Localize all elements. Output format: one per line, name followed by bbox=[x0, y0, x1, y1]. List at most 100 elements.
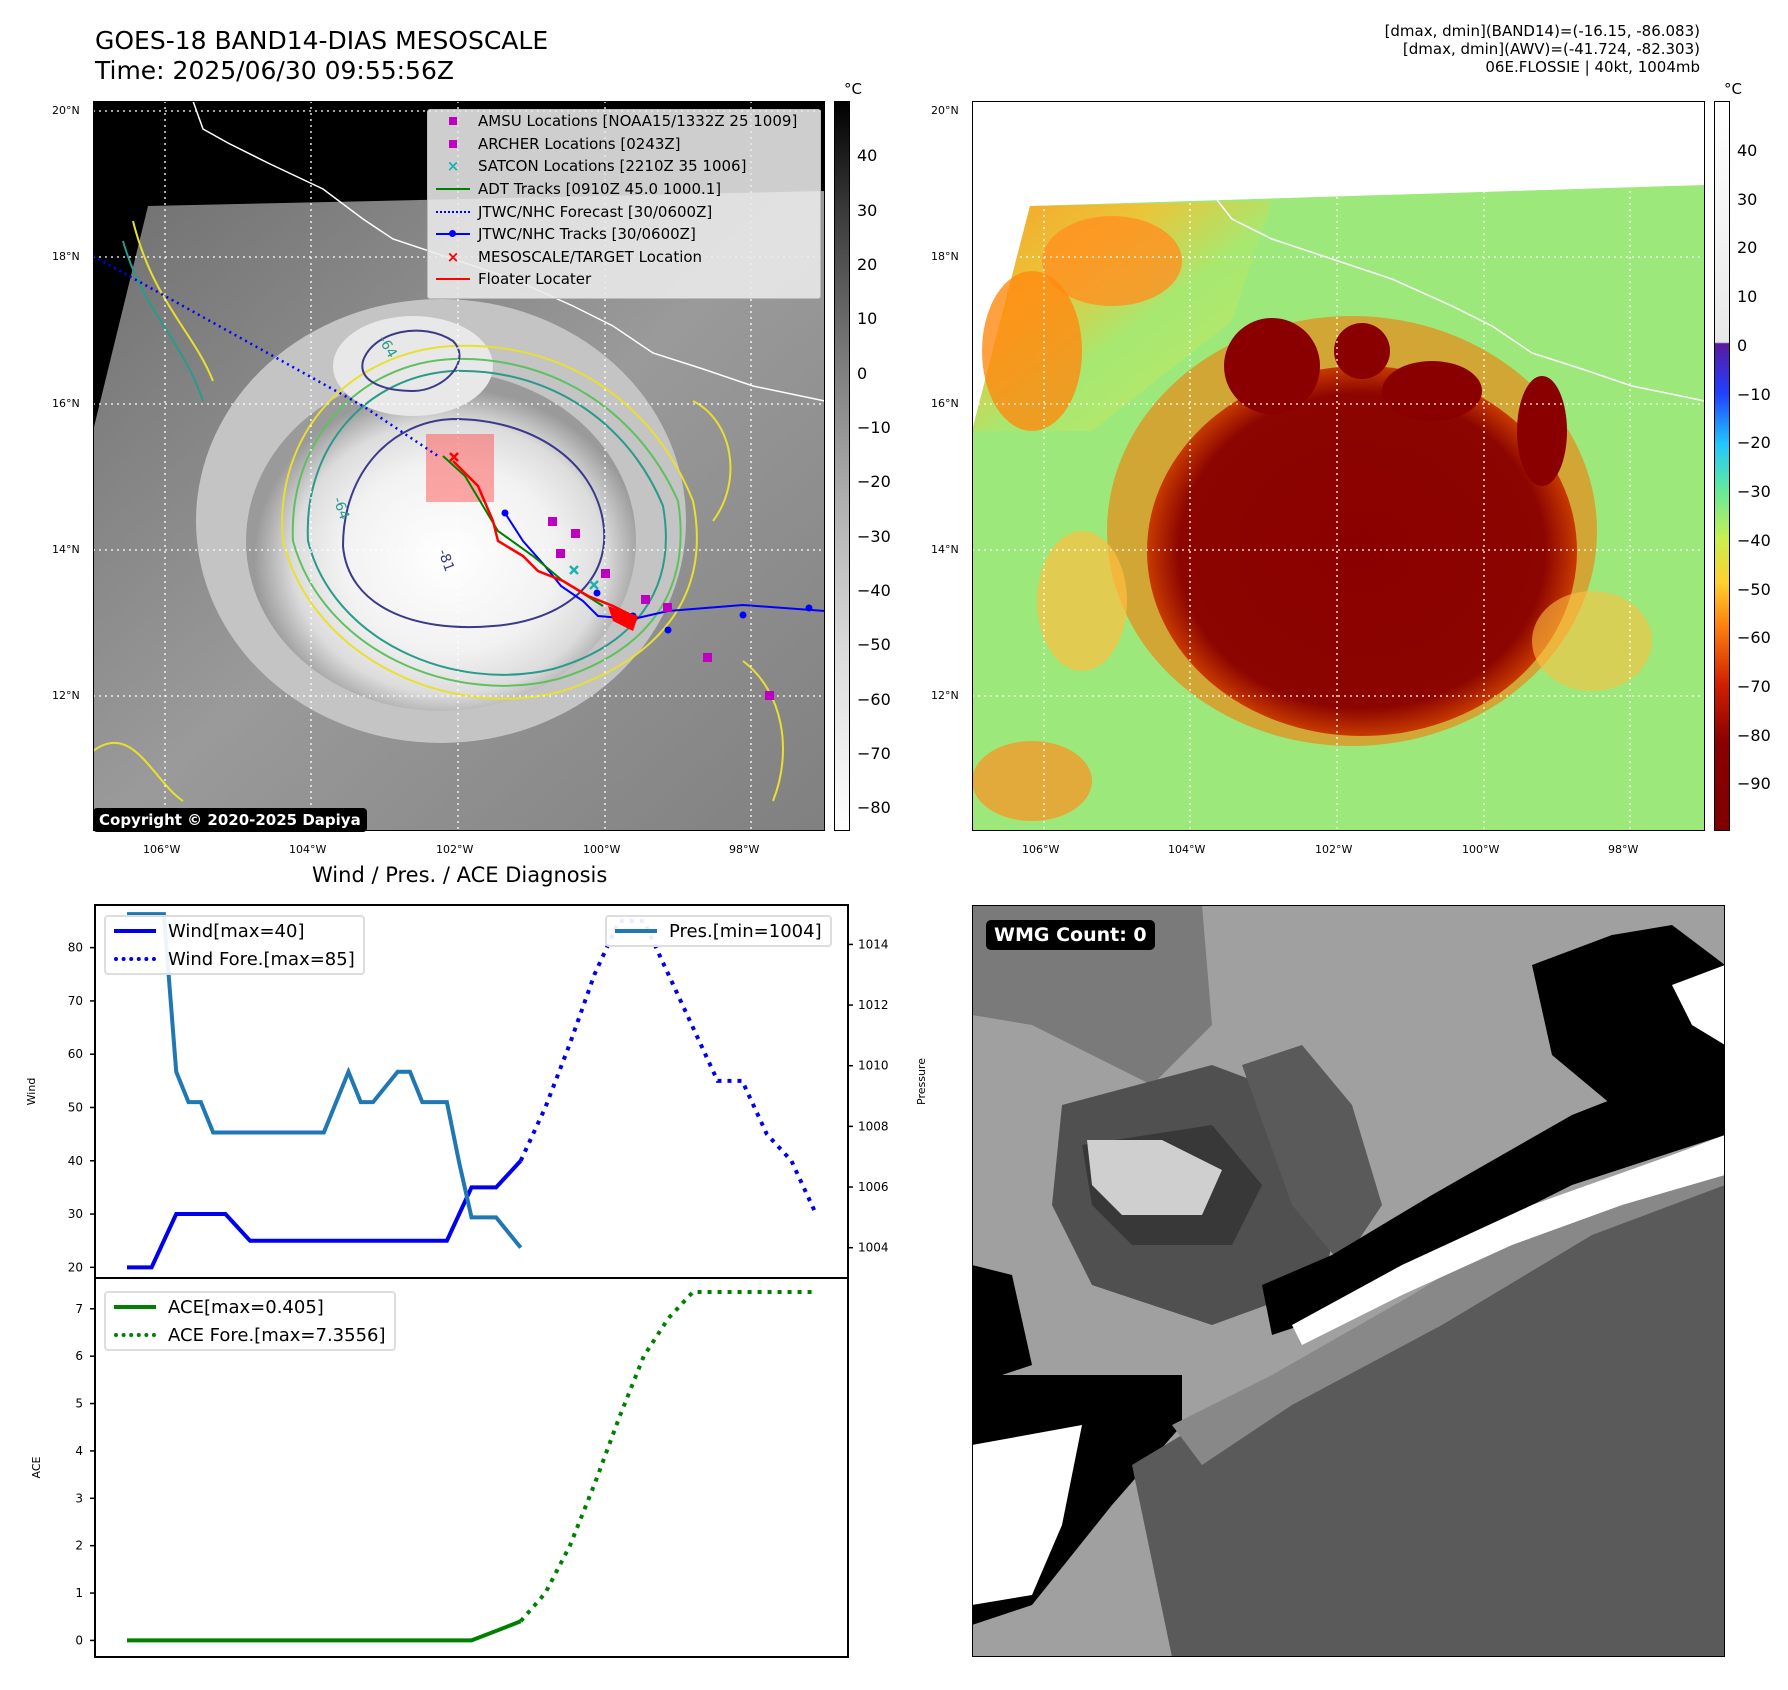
pres-legend-label: Pres.[min=1004] bbox=[669, 920, 822, 942]
awv-lat-label-18: 18°N bbox=[931, 250, 959, 263]
series-line-1 bbox=[518, 918, 818, 1215]
awv-lat-label-20: 20°N bbox=[931, 104, 959, 117]
legend-archer-label: ARCHER Locations [0243Z] bbox=[478, 134, 681, 153]
awv-cb-tick-10: 10 bbox=[1737, 287, 1758, 306]
legend-forecast: JTWC/NHC Forecast [30/0600Z] bbox=[428, 200, 820, 223]
wind-ytick-label: 30 bbox=[68, 1207, 83, 1221]
ace-fore-legend-label: ACE Fore.[max=7.3556] bbox=[168, 1324, 386, 1346]
ace-series-line-1 bbox=[519, 1289, 816, 1623]
legend-satcon: × SATCON Locations [2210Z 35 1006] bbox=[446, 157, 747, 176]
info-line-3: 06E.FLOSSIE | 40kt, 1004mb bbox=[1485, 58, 1700, 76]
legend-amsu: AMSU Locations [NOAA15/1332Z 25 1009] bbox=[428, 110, 820, 133]
contour-label-2: -81 bbox=[434, 547, 457, 574]
awv-cb-tick-m50: −50 bbox=[1737, 580, 1771, 599]
legend-archer: ARCHER Locations [0243Z] bbox=[428, 133, 820, 156]
ir-lon-label-102: 102°W bbox=[436, 843, 474, 856]
legend-adt: ADT Tracks [0910Z 45.0 1000.1] bbox=[428, 178, 820, 201]
figure-title: GOES-18 BAND14-DIAS MESOSCALE Time: 2025… bbox=[95, 26, 548, 86]
ir-cb-tick-m30: −30 bbox=[857, 527, 891, 546]
awv-cb-tick-m60: −60 bbox=[1737, 628, 1771, 647]
ace-legend: ACE[max=0.405] ACE Fore.[max=7.3556] bbox=[104, 1291, 396, 1351]
legend-target-label: MESOSCALE/TARGET Location bbox=[478, 247, 703, 266]
ir-cb-tick-0: 0 bbox=[857, 364, 868, 383]
awv-lon-label-104: 104°W bbox=[1168, 843, 1206, 856]
ace-fore-legend-item: ACE Fore.[max=7.3556] bbox=[106, 1321, 394, 1349]
awv-cb-tick-m10: −10 bbox=[1737, 385, 1771, 404]
wind-legend-label: Wind[max=40] bbox=[168, 920, 305, 942]
ir-lon-label-104: 104°W bbox=[289, 843, 327, 856]
awv-map-panel bbox=[972, 101, 1705, 831]
copyright-badge: Copyright © 2020-2025 Dapiya bbox=[93, 808, 367, 832]
awv-lon-label-98: 98°W bbox=[1608, 843, 1639, 856]
ace-ytick-label: 3 bbox=[75, 1491, 83, 1505]
awv-lon-label-106: 106°W bbox=[1022, 843, 1060, 856]
awv-lat-label-14: 14°N bbox=[931, 543, 959, 556]
pres-ytick-label: 1004 bbox=[858, 1241, 889, 1255]
awv-cb-tick-30: 30 bbox=[1737, 190, 1758, 209]
legend-tracks: JTWC/NHC Tracks [30/0600Z] bbox=[428, 223, 820, 246]
series-line-0 bbox=[127, 1159, 523, 1270]
ace-ytick-label: 0 bbox=[75, 1633, 83, 1647]
pres-ytick-label: 1008 bbox=[858, 1119, 889, 1133]
ir-cb-tick-30: 30 bbox=[857, 201, 878, 220]
pres-legend-item: Pres.[min=1004] bbox=[607, 917, 830, 945]
legend-amsu-label: AMSU Locations [NOAA15/1332Z 25 1009] bbox=[478, 112, 798, 131]
awv-colorbar bbox=[1714, 101, 1730, 831]
wind-ytick-label: 80 bbox=[68, 941, 83, 955]
ace-ytick-label: 4 bbox=[75, 1444, 83, 1458]
ace-ytick-label: 5 bbox=[75, 1397, 83, 1411]
awv-lat-label-12: 12°N bbox=[931, 689, 959, 702]
storm-info: [dmax, dmin](BAND14)=(-16.15, -86.083) [… bbox=[1385, 22, 1700, 76]
ace-legend-label: ACE[max=0.405] bbox=[168, 1296, 324, 1318]
title-line-2: Time: 2025/06/30 09:55:56Z bbox=[95, 56, 454, 85]
awv-cb-tick-m40: −40 bbox=[1737, 531, 1771, 550]
ace-ytick-label: 2 bbox=[75, 1539, 83, 1553]
wind-legend-item: Wind[max=40] bbox=[106, 917, 363, 945]
ir-cb-tick-40: 40 bbox=[857, 146, 878, 165]
wind-legend: Wind[max=40] Wind Fore.[max=85] bbox=[104, 915, 365, 975]
ace-legend-item: ACE[max=0.405] bbox=[106, 1293, 394, 1321]
ir-cb-tick-m40: −40 bbox=[857, 581, 891, 600]
ir-cb-tick-20: 20 bbox=[857, 255, 878, 274]
wmg-count-badge: WMG Count: 0 bbox=[986, 920, 1155, 950]
ir-colorbar-unit: °C bbox=[844, 80, 862, 98]
awv-colorbar-unit: °C bbox=[1724, 80, 1742, 98]
wind-fore-legend-label: Wind Fore.[max=85] bbox=[168, 948, 355, 970]
ir-lat-label-16: 16°N bbox=[52, 397, 80, 410]
awv-cb-tick-40: 40 bbox=[1737, 141, 1758, 160]
ir-lon-label-106: 106°W bbox=[143, 843, 181, 856]
pressure-legend: Pres.[min=1004] bbox=[605, 915, 832, 947]
awv-cb-tick-m20: −20 bbox=[1737, 433, 1771, 452]
legend-target: × MESOSCALE/TARGET Location bbox=[446, 247, 703, 266]
legend-satcon-label: SATCON Locations [2210Z 35 1006] bbox=[478, 157, 747, 176]
diagnosis-title: Wind / Pres. / ACE Diagnosis bbox=[312, 863, 608, 887]
awv-lon-label-102: 102°W bbox=[1315, 843, 1353, 856]
awv-cb-tick-m80: −80 bbox=[1737, 726, 1771, 745]
info-line-1: [dmax, dmin](BAND14)=(-16.15, -86.083) bbox=[1384, 22, 1700, 40]
awv-lat-label-16: 16°N bbox=[931, 397, 959, 410]
legend-floater: Floater Locater bbox=[428, 268, 820, 291]
ir-cb-tick-10: 10 bbox=[857, 309, 878, 328]
ir-lat-label-12: 12°N bbox=[52, 689, 80, 702]
pres-ytick-label: 1010 bbox=[858, 1059, 889, 1073]
ir-lat-label-20: 20°N bbox=[52, 104, 80, 117]
legend-adt-label: ADT Tracks [0910Z 45.0 1000.1] bbox=[478, 180, 722, 199]
awv-cb-tick-m30: −30 bbox=[1737, 482, 1771, 501]
awv-cb-tick-20: 20 bbox=[1737, 238, 1758, 257]
ir-cb-tick-m20: −20 bbox=[857, 472, 891, 491]
ir-cb-tick-m60: −60 bbox=[857, 690, 891, 709]
ir-legend: AMSU Locations [NOAA15/1332Z 25 1009] AR… bbox=[427, 109, 821, 299]
ir-lat-label-18: 18°N bbox=[52, 250, 80, 263]
series-line-2 bbox=[127, 912, 523, 1249]
info-line-2: [dmax, dmin](AWV)=(-41.724, -82.303) bbox=[1402, 40, 1700, 58]
ace-series-line-0 bbox=[127, 1619, 522, 1643]
ir-cb-tick-m50: −50 bbox=[857, 635, 891, 654]
pres-ylabel: Pressure bbox=[915, 1058, 928, 1105]
ir-lon-label-98: 98°W bbox=[729, 843, 760, 856]
wind-fore-legend-item: Wind Fore.[max=85] bbox=[106, 945, 363, 973]
legend-tracks-label: JTWC/NHC Tracks [30/0600Z] bbox=[478, 225, 696, 244]
wind-ytick-label: 70 bbox=[68, 994, 83, 1008]
ir-lon-label-100: 100°W bbox=[583, 843, 621, 856]
title-line-1: GOES-18 BAND14-DIAS MESOSCALE bbox=[95, 26, 549, 55]
ir-cb-tick-m10: −10 bbox=[857, 418, 891, 437]
